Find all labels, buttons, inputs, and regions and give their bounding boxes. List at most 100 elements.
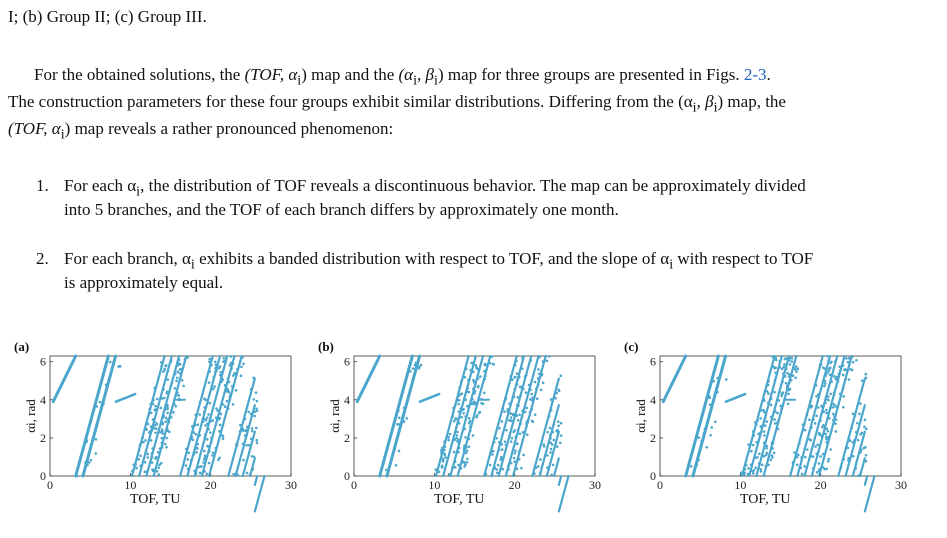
data-point (241, 356, 244, 359)
data-point (473, 356, 477, 360)
data-point (821, 425, 824, 429)
data-point (474, 401, 478, 405)
data-point (455, 434, 459, 437)
scatter-plot-a: 0 10 20 30 0 2 4 6 (40, 354, 297, 513)
data-point (217, 417, 221, 421)
data-point (497, 448, 501, 451)
data-point (521, 367, 524, 370)
data-point (815, 452, 818, 456)
branch-line (511, 354, 547, 478)
data-point (765, 446, 768, 450)
data-point (149, 439, 153, 442)
data-point (813, 422, 817, 425)
data-point (473, 389, 477, 393)
data-point (759, 470, 763, 473)
data-point (825, 427, 829, 431)
data-point (463, 375, 467, 379)
data-point (153, 420, 156, 423)
data-point (824, 374, 828, 377)
branch-line (863, 474, 869, 486)
data-point (255, 399, 259, 403)
data-point (765, 444, 769, 448)
branch-line (456, 354, 492, 478)
data-point (857, 474, 860, 478)
data-point (529, 398, 532, 401)
data-point (447, 472, 451, 476)
data-point (846, 446, 850, 450)
data-point (503, 410, 506, 413)
y-tick-label: 4 (344, 393, 350, 407)
data-point (823, 452, 826, 456)
data-point (859, 418, 863, 422)
data-point (800, 456, 803, 459)
data-point (518, 385, 522, 389)
data-point (830, 380, 833, 383)
data-point (771, 456, 774, 459)
data-point (785, 386, 789, 389)
data-point (207, 427, 210, 431)
data-point (210, 440, 213, 443)
data-point (194, 470, 198, 473)
data-point (496, 463, 500, 467)
data-point (169, 359, 173, 363)
data-point (546, 454, 549, 457)
data-point (508, 402, 511, 405)
data-point (251, 429, 254, 433)
data-point (842, 405, 845, 409)
data-point (239, 423, 242, 427)
data-point (242, 458, 245, 462)
data-point (192, 453, 196, 456)
data-point (834, 422, 837, 425)
data-point (204, 424, 207, 427)
data-point (175, 379, 178, 383)
data-point (515, 372, 519, 375)
figure-link[interactable]: 2-3 (743, 65, 767, 84)
branch-line (796, 354, 832, 478)
data-point (221, 437, 225, 441)
data-point (452, 450, 456, 454)
data-point (825, 397, 828, 401)
data-point (520, 415, 524, 418)
data-point (488, 463, 492, 467)
data-point (248, 472, 252, 476)
data-point (540, 372, 544, 376)
data-point (697, 453, 700, 456)
x-tick-label: 20 (205, 478, 217, 492)
data-point (117, 365, 120, 368)
data-point (149, 402, 153, 406)
x-tick-label: 10 (124, 478, 136, 492)
branch-line (186, 354, 222, 478)
data-point (773, 418, 776, 421)
branch-line (241, 430, 256, 478)
data-point (808, 418, 811, 422)
data-point (190, 435, 194, 439)
data-point (229, 361, 233, 365)
data-point (758, 431, 762, 435)
data-point (501, 467, 505, 471)
data-point (769, 403, 773, 407)
data-point (203, 470, 206, 473)
branch-line (234, 404, 256, 478)
data-point (457, 394, 461, 398)
data-point (822, 379, 825, 382)
data-point (214, 416, 218, 420)
data-point (776, 411, 779, 415)
data-point (557, 389, 561, 393)
data-point (823, 382, 827, 385)
data-point (838, 392, 842, 396)
x-axis-label-a: TOF, TU (130, 492, 181, 507)
data-point (150, 452, 154, 455)
data-point (752, 472, 755, 475)
data-point (819, 419, 822, 422)
data-point (834, 405, 838, 408)
panel-label-a: (a) (14, 339, 30, 354)
branch-line (227, 377, 256, 478)
data-point (856, 421, 859, 425)
data-point (240, 365, 243, 369)
data-point (456, 439, 459, 443)
data-point (781, 380, 784, 384)
data-point (520, 466, 523, 470)
data-point (104, 383, 108, 387)
data-point (142, 440, 145, 444)
data-point (473, 383, 477, 387)
